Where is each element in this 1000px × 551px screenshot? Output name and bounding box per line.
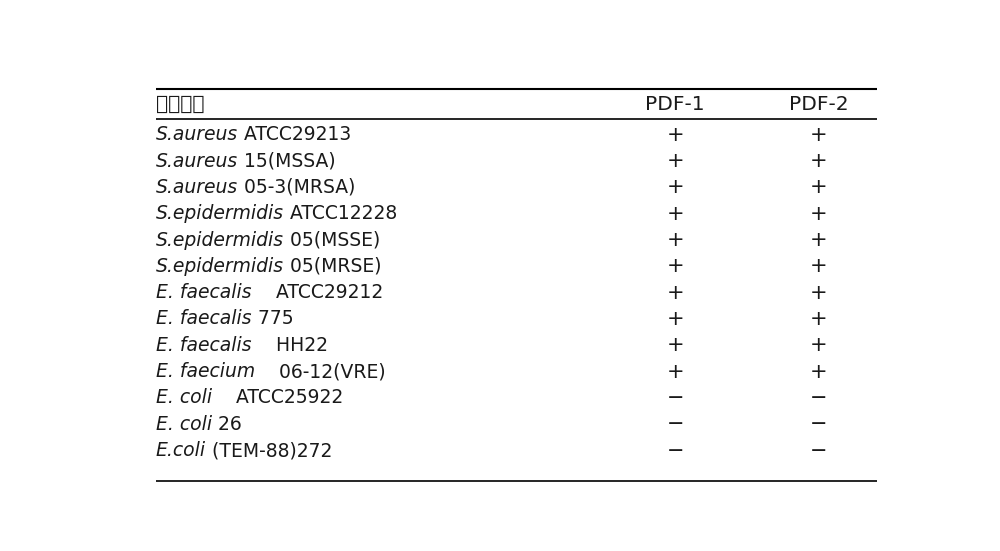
Text: −: − bbox=[810, 388, 827, 408]
Text: 26: 26 bbox=[212, 415, 242, 434]
Text: S.aureus: S.aureus bbox=[156, 125, 238, 144]
Text: ATCC25922: ATCC25922 bbox=[212, 388, 343, 407]
Text: E. coli: E. coli bbox=[156, 415, 212, 434]
Text: (TEM-88)272: (TEM-88)272 bbox=[206, 441, 332, 460]
Text: +: + bbox=[810, 256, 827, 277]
Text: 检定菌株: 检定菌株 bbox=[156, 95, 205, 114]
Text: +: + bbox=[810, 177, 827, 197]
Text: −: − bbox=[666, 388, 684, 408]
Text: +: + bbox=[666, 309, 684, 329]
Text: −: − bbox=[666, 440, 684, 461]
Text: +: + bbox=[810, 336, 827, 355]
Text: +: + bbox=[666, 204, 684, 224]
Text: E.coli: E.coli bbox=[156, 441, 206, 460]
Text: ATCC12228: ATCC12228 bbox=[284, 204, 397, 223]
Text: 05(MRSE): 05(MRSE) bbox=[284, 257, 382, 276]
Text: +: + bbox=[666, 177, 684, 197]
Text: −: − bbox=[810, 440, 827, 461]
Text: S.epidermidis: S.epidermidis bbox=[156, 230, 284, 250]
Text: S.aureus: S.aureus bbox=[156, 152, 238, 171]
Text: E. faecalis: E. faecalis bbox=[156, 310, 252, 328]
Text: S.epidermidis: S.epidermidis bbox=[156, 257, 284, 276]
Text: +: + bbox=[810, 151, 827, 171]
Text: +: + bbox=[810, 125, 827, 145]
Text: PDF-2: PDF-2 bbox=[789, 95, 848, 114]
Text: ATCC29212: ATCC29212 bbox=[252, 283, 383, 302]
Text: ATCC29213: ATCC29213 bbox=[238, 125, 351, 144]
Text: PDF-1: PDF-1 bbox=[645, 95, 705, 114]
Text: S.epidermidis: S.epidermidis bbox=[156, 204, 284, 223]
Text: +: + bbox=[810, 230, 827, 250]
Text: E. faecalis: E. faecalis bbox=[156, 283, 252, 302]
Text: +: + bbox=[666, 283, 684, 302]
Text: 15(MSSA): 15(MSSA) bbox=[238, 152, 336, 171]
Text: HH22: HH22 bbox=[252, 336, 328, 355]
Text: +: + bbox=[666, 361, 684, 382]
Text: +: + bbox=[666, 256, 684, 277]
Text: S.aureus: S.aureus bbox=[156, 178, 238, 197]
Text: +: + bbox=[810, 361, 827, 382]
Text: +: + bbox=[810, 309, 827, 329]
Text: 775: 775 bbox=[252, 310, 293, 328]
Text: +: + bbox=[666, 151, 684, 171]
Text: −: − bbox=[666, 414, 684, 434]
Text: E. coli: E. coli bbox=[156, 388, 212, 407]
Text: +: + bbox=[666, 125, 684, 145]
Text: +: + bbox=[810, 283, 827, 302]
Text: E. faecium: E. faecium bbox=[156, 362, 255, 381]
Text: 06-12(VRE): 06-12(VRE) bbox=[255, 362, 386, 381]
Text: E. faecalis: E. faecalis bbox=[156, 336, 252, 355]
Text: 05(MSSE): 05(MSSE) bbox=[284, 230, 380, 250]
Text: +: + bbox=[666, 336, 684, 355]
Text: +: + bbox=[810, 204, 827, 224]
Text: +: + bbox=[666, 230, 684, 250]
Text: −: − bbox=[810, 414, 827, 434]
Text: 05-3(MRSA): 05-3(MRSA) bbox=[238, 178, 356, 197]
